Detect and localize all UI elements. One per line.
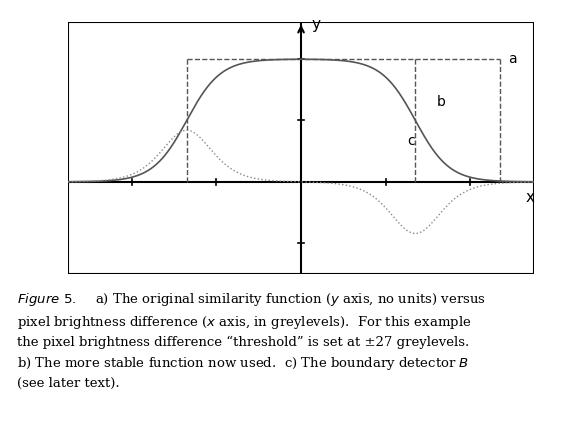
- Text: x: x: [525, 191, 534, 206]
- Text: y: y: [312, 17, 320, 32]
- Text: b: b: [437, 95, 445, 109]
- Text: a: a: [508, 52, 517, 66]
- Text: c: c: [407, 134, 415, 149]
- Text: $\it{Figure\ 5.}$    a) The original similarity function ($\it{y}$ axis, no unit: $\it{Figure\ 5.}$ a) The original simila…: [17, 291, 486, 390]
- Bar: [68, 22, 534, 274]
